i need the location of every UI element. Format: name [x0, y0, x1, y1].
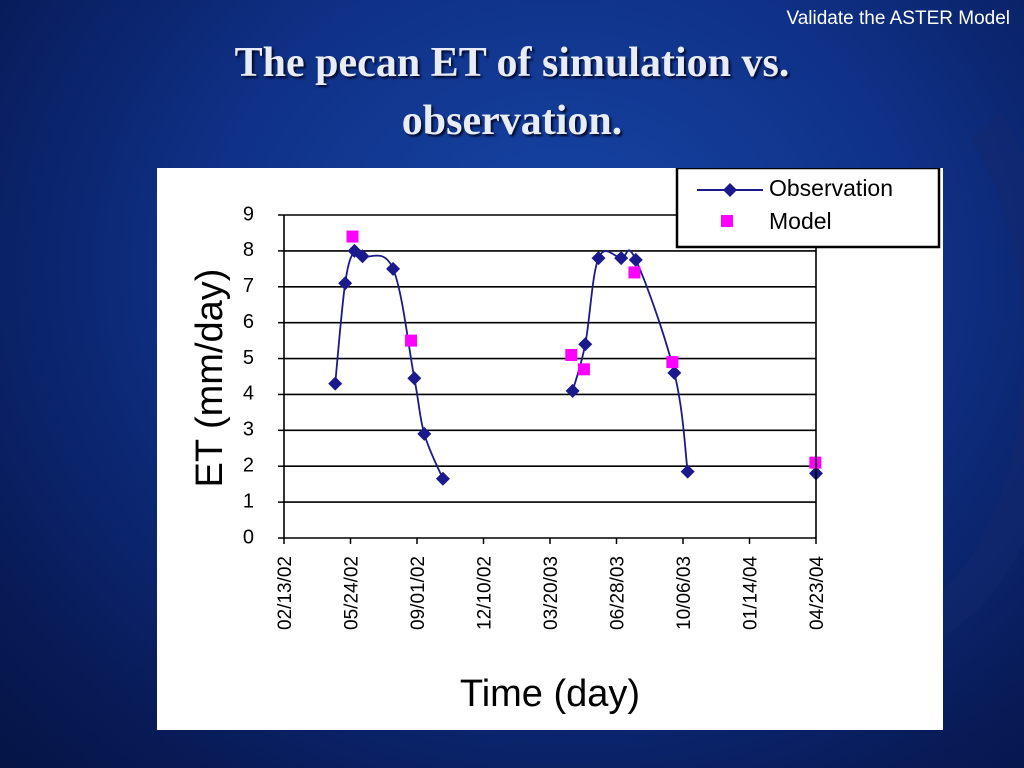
x-tick-label: 09/01/02: [408, 556, 429, 630]
legend-box: [675, 168, 941, 249]
x-tick-label: 05/24/02: [342, 556, 363, 630]
header-note: Validate the ASTER Model: [786, 8, 1010, 29]
observation-point: [680, 464, 695, 479]
chart-panel: 0 1 2 3 4 5 6 7 8 9 02/13/02 05/24/02 09/01/02 12/10/…: [157, 168, 943, 730]
model-point: [628, 266, 641, 279]
y-tick-label: 3: [243, 419, 254, 441]
observation-point: [386, 261, 401, 276]
slide-title-line-2: observation.: [401, 98, 623, 144]
observation-point: [355, 249, 370, 264]
observation-point: [417, 426, 432, 441]
observation-point: [338, 276, 353, 291]
x-tick-label: 01/14/04: [741, 556, 762, 630]
y-tick-label: 6: [243, 311, 254, 333]
x-axis-label: Time (day): [460, 673, 640, 715]
y-tick-label: 7: [243, 275, 254, 297]
y-axis-label: ET (mm/day): [189, 269, 231, 488]
legend-model-marker: [721, 215, 733, 227]
y-tick-label: 1: [243, 490, 254, 512]
x-tick-label: 04/23/04: [807, 556, 828, 630]
x-tick-label: 03/20/03: [541, 556, 562, 630]
model-point: [346, 230, 359, 243]
y-tick-label: 9: [243, 203, 254, 225]
observation-point: [565, 383, 580, 398]
observation-point: [591, 251, 606, 266]
observation-point: [328, 376, 343, 391]
observation-point: [435, 471, 450, 486]
legend-observation-label: Observation: [769, 175, 893, 201]
x-tick-label: 10/06/03: [674, 556, 695, 630]
y-tick-label: 4: [243, 383, 254, 405]
chart-legend: Observation Model: [675, 168, 941, 249]
legend-observation-marker: [723, 183, 737, 197]
x-tick-label: 06/28/03: [608, 556, 629, 630]
et-chart: 0 1 2 3 4 5 6 7 8 9 02/13/02 05/24/02 09/01/02 12/10/…: [189, 168, 941, 715]
model-point: [405, 334, 418, 347]
x-tick-label: 12/10/02: [475, 556, 496, 630]
observation-point: [667, 365, 682, 380]
model-point: [577, 363, 590, 376]
observation-point: [407, 371, 422, 386]
y-tick-label: 0: [243, 526, 254, 548]
y-tick-label: 8: [243, 239, 254, 261]
model-point: [666, 356, 679, 369]
legend-model-label: Model: [769, 208, 832, 234]
slide-title: The pecan ET of simulation vs. observati…: [40, 34, 984, 150]
observation-point: [628, 252, 643, 267]
x-tick-label: 02/13/02: [275, 556, 296, 630]
model-point: [565, 348, 578, 361]
observation-point: [614, 251, 629, 266]
y-tick-label: 5: [243, 347, 254, 369]
slide-title-line-1: The pecan ET of simulation vs.: [234, 40, 790, 86]
y-tick-label: 2: [243, 455, 254, 477]
observation-point: [578, 337, 593, 352]
